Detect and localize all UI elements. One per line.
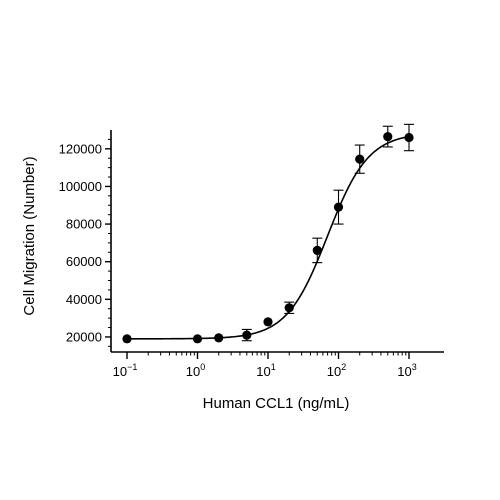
data-point xyxy=(242,330,252,340)
y-axis-label: Cell Migration (Number) xyxy=(21,156,38,315)
x-tick-label: 103 xyxy=(397,362,416,379)
data-point xyxy=(383,131,393,142)
y-tick-label: 20000 xyxy=(66,329,102,344)
x-tick-label: 101 xyxy=(256,362,275,379)
y-tick-label: 80000 xyxy=(66,217,102,232)
data-point xyxy=(122,334,132,344)
data-points-layer xyxy=(122,123,414,344)
y-tick-label: 60000 xyxy=(66,254,102,269)
data-point xyxy=(333,202,344,212)
y-tick-label: 40000 xyxy=(66,292,102,307)
data-point xyxy=(263,317,273,327)
x-tick-label: 102 xyxy=(327,362,346,379)
data-point xyxy=(404,132,414,143)
axes-layer: 20000 40000 60000 80000 100000 120000 10−1 100 1… xyxy=(59,130,444,379)
x-axis-label: Human CCL1 (ng/mL) xyxy=(203,395,350,412)
fit-curve-layer xyxy=(127,135,410,340)
fit-curve xyxy=(127,135,410,340)
x-tick-label: 100 xyxy=(186,362,205,379)
data-point xyxy=(312,245,322,256)
data-point xyxy=(355,154,365,164)
data-point xyxy=(214,333,224,343)
x-tick-label: 10−1 xyxy=(113,362,138,379)
y-tick-label: 100000 xyxy=(59,179,102,194)
data-point xyxy=(284,303,294,313)
data-point xyxy=(192,334,203,344)
y-tick-label: 120000 xyxy=(59,141,102,156)
